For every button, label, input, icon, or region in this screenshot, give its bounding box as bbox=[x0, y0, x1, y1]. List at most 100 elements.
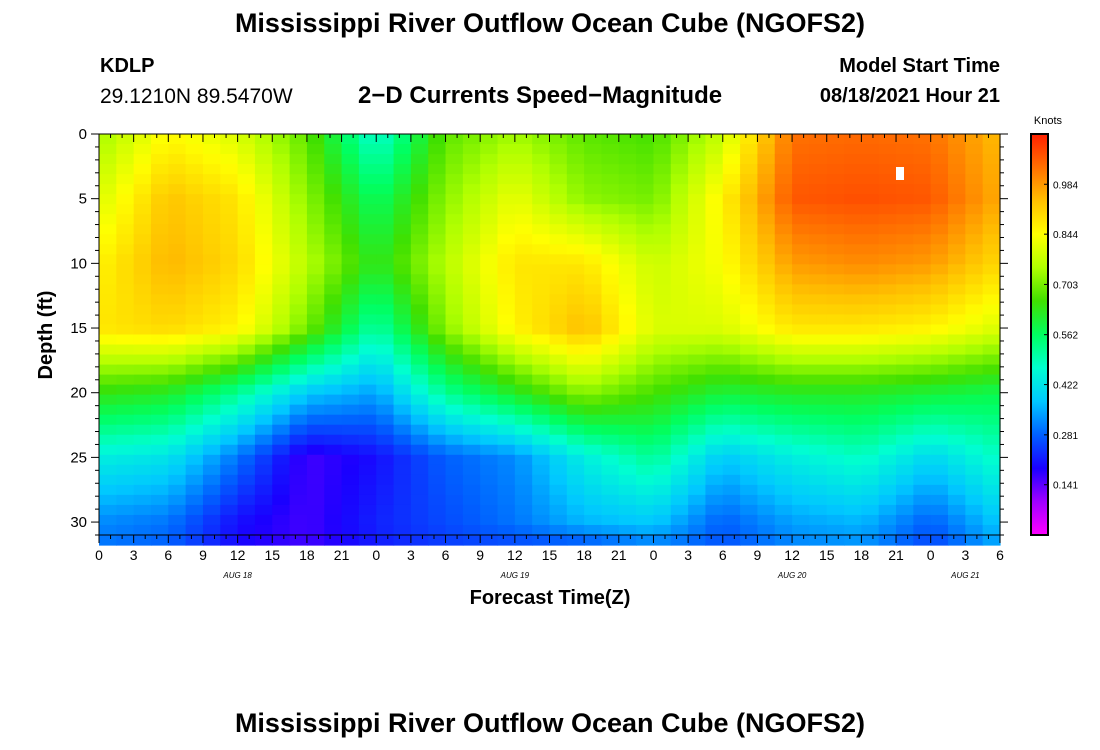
heatmap-cell bbox=[809, 364, 828, 376]
heatmap-cell bbox=[896, 204, 914, 215]
heatmap-cell bbox=[480, 535, 499, 546]
heatmap-cell bbox=[861, 444, 880, 456]
heatmap-cell bbox=[237, 154, 256, 165]
heatmap-cell bbox=[289, 214, 308, 225]
x-tick-label: 9 bbox=[199, 547, 207, 563]
heatmap-cell bbox=[965, 394, 984, 406]
heatmap-cell bbox=[722, 304, 741, 316]
heatmap-cell bbox=[133, 214, 152, 225]
heatmap-cell bbox=[809, 224, 828, 235]
heatmap-cell bbox=[410, 254, 429, 265]
heatmap-cell bbox=[844, 284, 862, 296]
heatmap-cell bbox=[99, 144, 117, 155]
heatmap-cell bbox=[358, 535, 377, 546]
heatmap-cell bbox=[740, 464, 759, 476]
heatmap-cell bbox=[896, 394, 914, 406]
heatmap-cell bbox=[653, 264, 672, 275]
heatmap-cell bbox=[185, 334, 204, 346]
heatmap-cell bbox=[185, 244, 204, 255]
heatmap-cell bbox=[670, 514, 689, 526]
heatmap-cell bbox=[150, 234, 169, 245]
heatmap-cell bbox=[480, 194, 499, 205]
heatmap-cell bbox=[774, 524, 793, 536]
heatmap-cell bbox=[462, 364, 481, 376]
heatmap-cell bbox=[532, 524, 551, 536]
heatmap-cell bbox=[462, 274, 481, 285]
heatmap-cell bbox=[913, 444, 932, 456]
heatmap-cell bbox=[168, 444, 187, 456]
heatmap-cell bbox=[566, 514, 585, 526]
heatmap-cell bbox=[826, 324, 845, 336]
heatmap-cell bbox=[965, 484, 984, 496]
heatmap-cell bbox=[740, 134, 759, 145]
heatmap-cell bbox=[965, 254, 984, 265]
heatmap-cell bbox=[688, 174, 707, 185]
heatmap-cell bbox=[341, 454, 360, 466]
heatmap-cell bbox=[324, 184, 343, 195]
heatmap-cell bbox=[150, 504, 169, 516]
heatmap-cell bbox=[428, 444, 447, 456]
heatmap-cell bbox=[185, 194, 204, 205]
heatmap-cell bbox=[341, 524, 360, 536]
heatmap-cell bbox=[393, 494, 412, 506]
heatmap-cell bbox=[757, 514, 776, 526]
station-id: KDLP bbox=[100, 55, 155, 77]
heatmap-cell bbox=[220, 354, 239, 366]
heatmap-cell bbox=[566, 174, 585, 185]
heatmap-cell bbox=[861, 154, 880, 165]
heatmap-cell bbox=[376, 344, 395, 356]
heatmap-cell bbox=[826, 344, 845, 356]
heatmap-cell bbox=[514, 254, 533, 265]
heatmap-cell bbox=[480, 374, 499, 386]
heatmap-cell bbox=[861, 304, 880, 316]
heatmap-cell bbox=[930, 474, 949, 486]
heatmap-cell bbox=[688, 324, 707, 336]
heatmap-cell bbox=[670, 264, 689, 275]
heatmap-cell bbox=[150, 414, 169, 426]
heatmap-cell bbox=[982, 224, 1001, 235]
heatmap-cell bbox=[324, 134, 343, 145]
heatmap-cell bbox=[618, 454, 637, 466]
heatmap-cell bbox=[445, 134, 464, 145]
heatmap-cell bbox=[896, 184, 914, 195]
heatmap-cell bbox=[358, 264, 377, 275]
heatmap-cell bbox=[688, 144, 707, 155]
heatmap-cell bbox=[705, 244, 724, 255]
heatmap-cell bbox=[722, 524, 741, 536]
heatmap-cell bbox=[99, 414, 117, 426]
heatmap-cell bbox=[289, 244, 308, 255]
heatmap-cell bbox=[774, 204, 793, 215]
heatmap-cell bbox=[792, 535, 811, 546]
heatmap-cell bbox=[376, 504, 395, 516]
heatmap-cell bbox=[757, 374, 776, 386]
heatmap-cell bbox=[358, 474, 377, 486]
heatmap-cell bbox=[705, 314, 724, 326]
heatmap-cell bbox=[566, 274, 585, 285]
heatmap-cell bbox=[584, 144, 603, 155]
heatmap-cell bbox=[202, 164, 221, 175]
heatmap-cell bbox=[168, 344, 187, 356]
heatmap-cell bbox=[601, 464, 620, 476]
heatmap-cell bbox=[705, 274, 724, 285]
heatmap-cell bbox=[202, 304, 221, 316]
heatmap-cell bbox=[982, 484, 1001, 496]
heatmap-cell bbox=[202, 454, 221, 466]
heatmap-cell bbox=[410, 524, 429, 536]
heatmap-cell bbox=[341, 504, 360, 516]
heatmap-cell bbox=[844, 514, 862, 526]
heatmap-cell bbox=[410, 274, 429, 285]
heatmap-cell bbox=[930, 344, 949, 356]
heatmap-cell bbox=[532, 404, 551, 416]
heatmap-cell bbox=[116, 424, 135, 436]
heatmap-cell bbox=[532, 244, 551, 255]
heatmap-cell bbox=[202, 214, 221, 225]
heatmap-cell bbox=[636, 474, 655, 486]
heatmap-cell bbox=[584, 184, 603, 195]
heatmap-cell bbox=[809, 374, 828, 386]
heatmap-cell bbox=[549, 134, 568, 145]
heatmap-cell bbox=[514, 524, 533, 536]
heatmap-cell bbox=[757, 274, 776, 285]
x-tick-label: 0 bbox=[372, 547, 380, 563]
heatmap-cell bbox=[913, 364, 932, 376]
heatmap-cell bbox=[497, 244, 516, 255]
